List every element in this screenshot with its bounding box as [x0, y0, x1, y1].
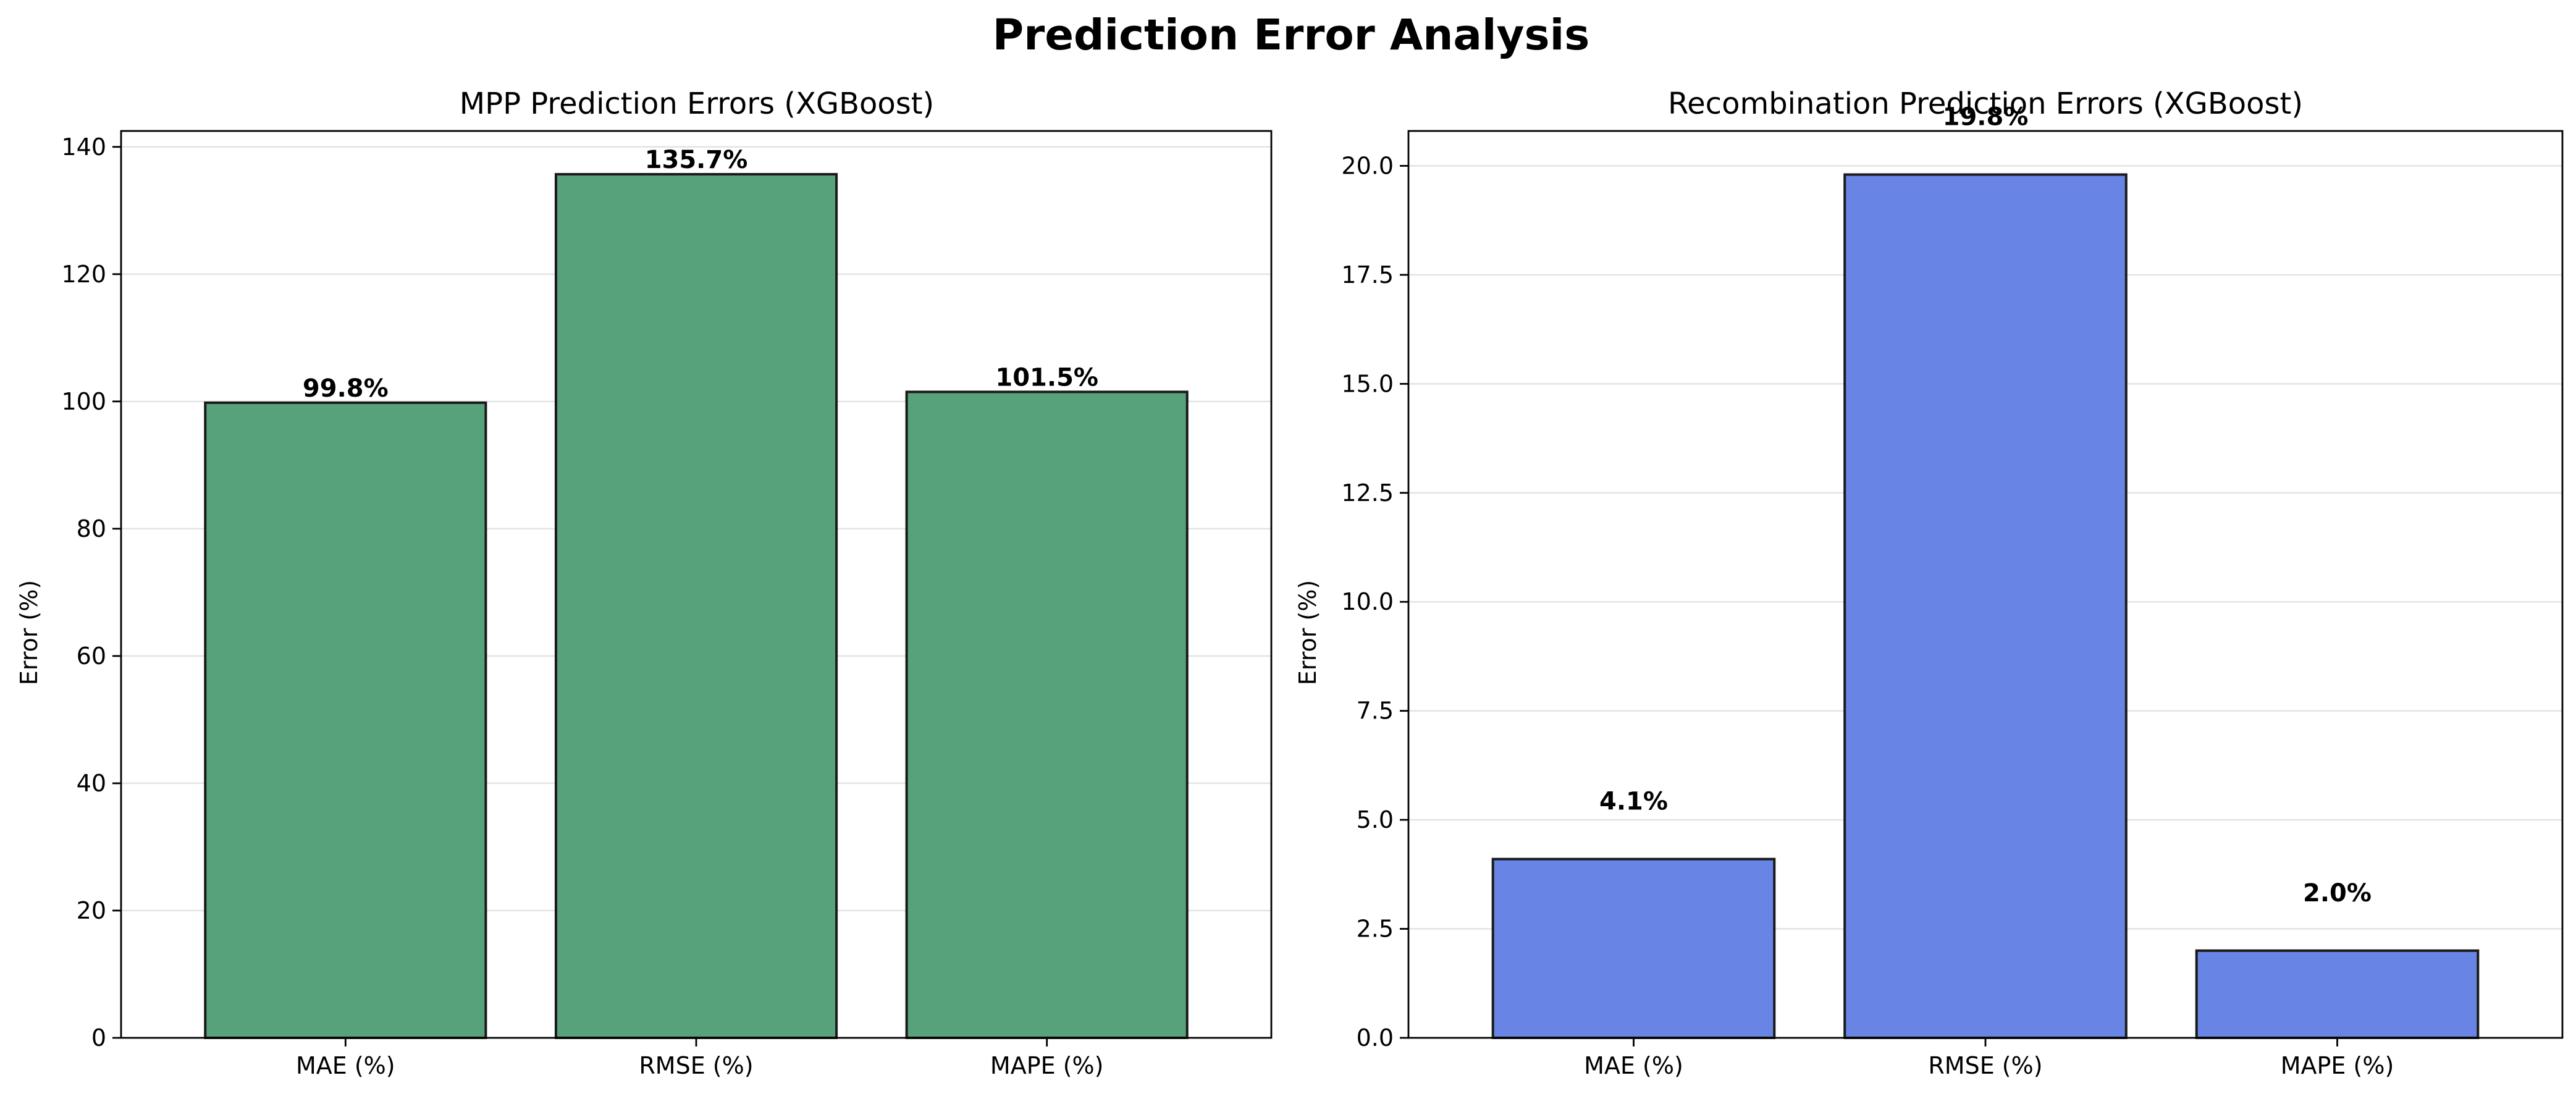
y-tick-label: 7.5: [1357, 697, 1394, 725]
y-tick-label: 0.0: [1357, 1024, 1394, 1051]
x-tick-label: MAPE (%): [990, 1052, 1104, 1079]
y-tick-label: 120: [61, 261, 106, 288]
chart-panel-recombination: Error (%) 0.0 2.5 5.0 7.5 10.0 12.5 15.0 17.5 20…: [1294, 86, 2564, 1079]
y-tick-label: 40: [77, 770, 106, 797]
y-tick-label: 140: [61, 133, 106, 161]
y-axis-label: Error (%): [15, 580, 43, 685]
bar-value-label: 19.8%: [1943, 103, 2029, 132]
y-tick-label: 5.0: [1357, 806, 1394, 833]
y-tick-label: 60: [77, 642, 106, 670]
y-tick-label: 20: [77, 897, 106, 924]
y-tick-label: 20.0: [1341, 152, 1394, 179]
y-tick-label: 15.0: [1341, 370, 1394, 397]
y-tick-label: 0: [91, 1024, 106, 1051]
axes-frame: [1407, 130, 2564, 1039]
bar: [2195, 949, 2480, 1040]
chart-panel-mpp: Error (%) 0 20 40 60 80 100 120 140 99.8% MAE (%)…: [15, 86, 1273, 1079]
x-tick-label: RMSE (%): [1928, 1052, 2042, 1079]
y-axis-label: Error (%): [1294, 580, 1321, 685]
bar-value-label: 101.5%: [995, 363, 1098, 392]
y-tick-label: 80: [77, 515, 106, 542]
figure-title: Prediction Error Analysis: [993, 11, 1590, 60]
bar: [554, 173, 838, 1040]
bar-value-label: 99.8%: [303, 374, 389, 403]
chart-title: MPP Prediction Errors (XGBoost): [460, 86, 935, 121]
chart-title: Recombination Prediction Errors (XGBoost…: [1668, 86, 2303, 121]
bar: [1491, 857, 1776, 1040]
y-tick-label: 2.5: [1357, 916, 1394, 943]
y-tick-label: 100: [61, 388, 106, 415]
bar: [905, 390, 1189, 1039]
x-tick-label: MAE (%): [1584, 1052, 1683, 1079]
y-tick-label: 17.5: [1341, 261, 1394, 288]
y-tick-label: 12.5: [1341, 479, 1394, 507]
bar-value-label: 135.7%: [645, 146, 748, 174]
bar: [204, 401, 487, 1039]
x-tick-label: MAPE (%): [2281, 1052, 2394, 1079]
axes-frame: [120, 130, 1273, 1039]
x-tick-label: MAE (%): [296, 1052, 395, 1079]
x-tick-label: RMSE (%): [639, 1052, 753, 1079]
y-tick-label: 10.0: [1341, 588, 1394, 615]
bar: [1843, 173, 2128, 1040]
bar-value-label: 4.1%: [1599, 788, 1668, 816]
bar-value-label: 2.0%: [2303, 879, 2372, 907]
